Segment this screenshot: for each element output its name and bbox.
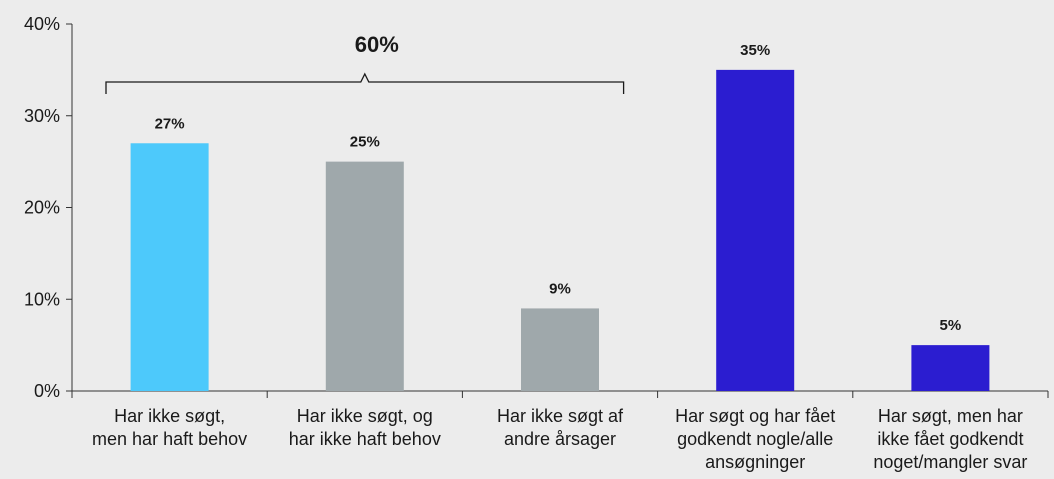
x-tick-label: andre årsager (504, 429, 616, 449)
y-tick-label: 0% (34, 381, 60, 401)
data-labels: 27% 25% 9% 35% 5% (155, 42, 962, 334)
x-tick-label: har ikke haft behov (289, 429, 441, 449)
x-axis (71, 390, 1049, 398)
y-tick-label: 10% (24, 289, 60, 309)
x-tick-label: Har ikke søgt af (497, 406, 624, 426)
bar (911, 345, 990, 391)
data-label: 9% (549, 280, 571, 297)
y-tick-label: 30% (24, 106, 60, 126)
data-label: 35% (740, 42, 770, 59)
x-tick-label: Har søgt, men har (878, 406, 1023, 426)
bracket-line (105, 72, 625, 94)
y-tick-label: 20% (24, 198, 60, 218)
y-tick-label: 40% (24, 14, 60, 34)
y-axis: 0% 10% 20% 30% 40% (24, 14, 73, 401)
data-label: 27% (155, 115, 185, 132)
x-tick-label: men har haft behov (92, 429, 247, 449)
bracket: 60% (105, 32, 625, 94)
category-labels: Har ikke søgt, men har haft behov Har ikke… (92, 406, 1027, 472)
data-label: 25% (350, 134, 380, 151)
bars (130, 69, 990, 391)
x-tick-label: noget/mangler svar (873, 452, 1027, 472)
x-tick-label: Har ikke søgt, og (297, 406, 433, 426)
bar (716, 69, 795, 391)
bracket-label: 60% (355, 32, 399, 57)
x-tick-label: ansøgninger (705, 452, 805, 472)
bar (325, 161, 404, 391)
bar (521, 308, 599, 391)
bar (130, 143, 209, 391)
x-tick-label: Har ikke søgt, (114, 406, 225, 426)
x-tick-label: godkendt nogle/alle (677, 429, 833, 449)
data-label: 5% (940, 317, 962, 334)
x-tick-label: ikke fået godkendt (877, 429, 1023, 449)
x-tick-label: Har søgt og har fået (675, 406, 835, 426)
